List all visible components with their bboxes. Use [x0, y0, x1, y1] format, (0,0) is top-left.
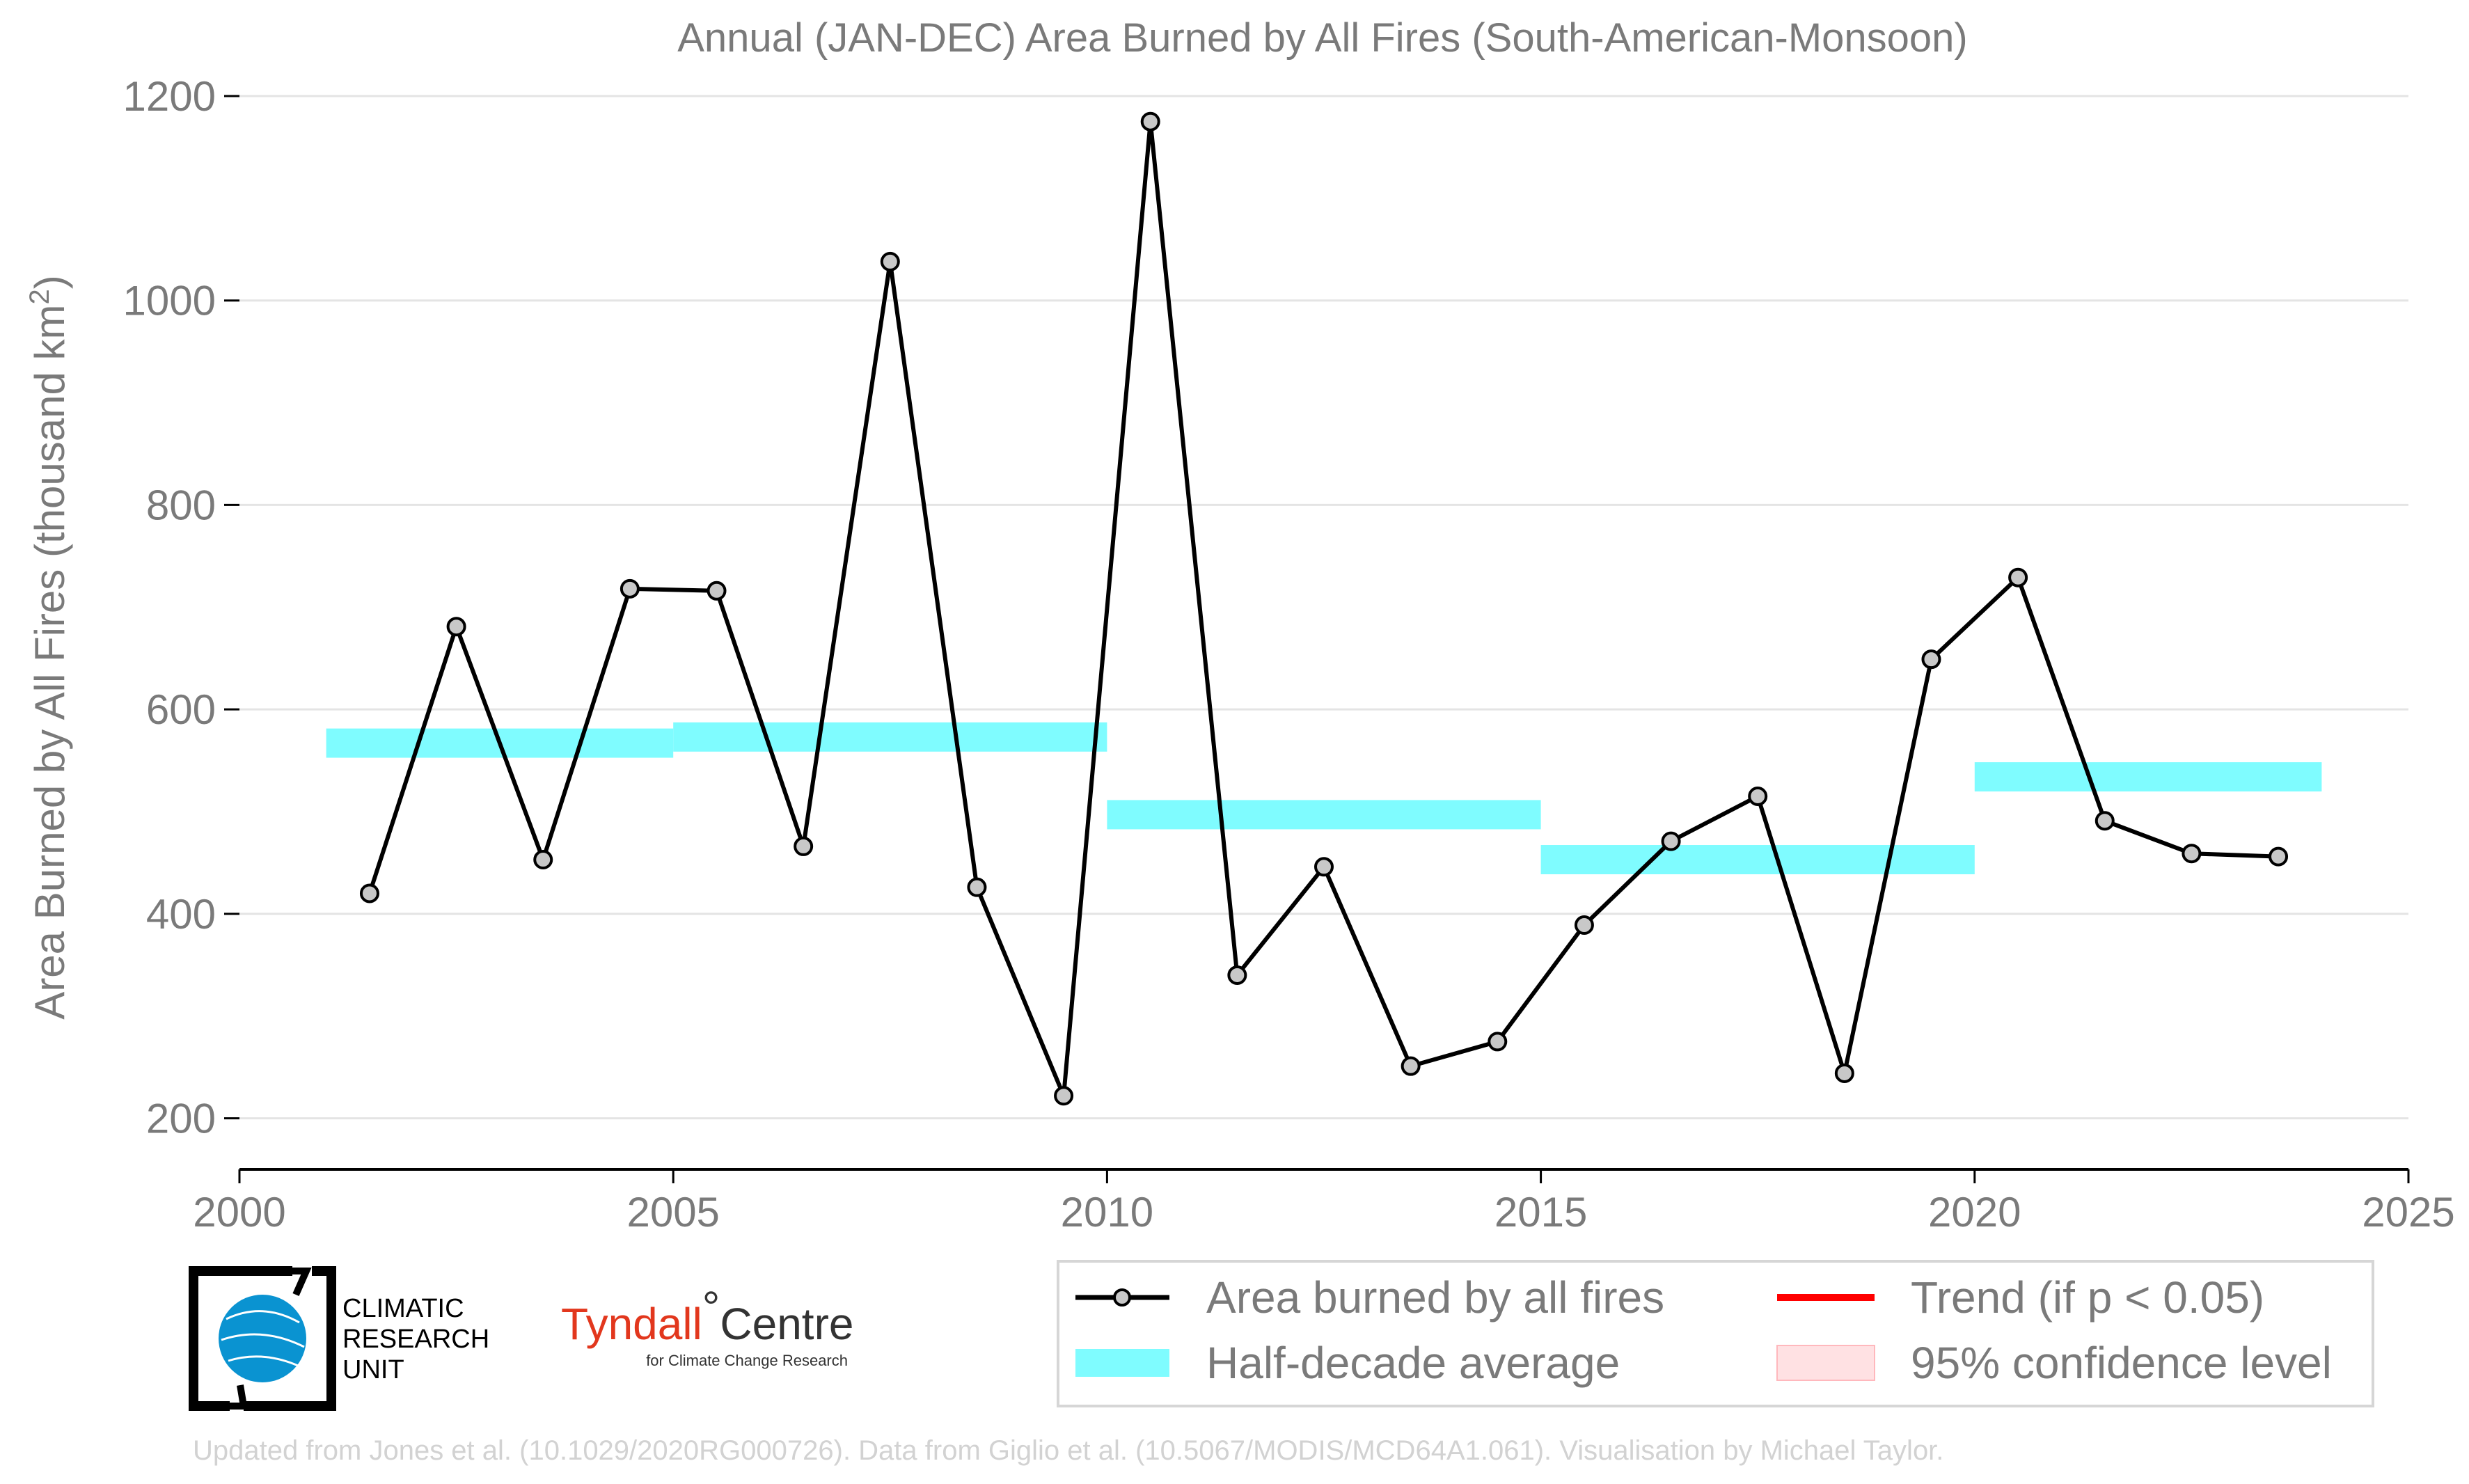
data-point-2016.5	[1661, 831, 1681, 851]
data-point-2010.5	[1140, 111, 1160, 132]
cru-text-line2: RESEARCH	[342, 1325, 489, 1354]
legend: Area burned by all fires Trend (if p < 0…	[1057, 1260, 2374, 1407]
y-axis-label-main: Area Burned by All Fires (thousand km	[26, 305, 73, 1020]
data-point-2020.5	[2008, 567, 2028, 587]
tyndall-centre: Centre	[720, 1299, 853, 1349]
legend-label-trend: Trend (if p < 0.05)	[1911, 1272, 2264, 1323]
data-point-2012.5	[1314, 857, 1334, 877]
legend-label-confidence: 95% confidence level	[1911, 1338, 2332, 1388]
data-point-2014.5	[1488, 1032, 1508, 1052]
half-decade-bar-4	[1974, 762, 2322, 792]
data-point-2001.5	[359, 883, 379, 903]
chart-title: Annual (JAN-DEC) Area Burned by All Fire…	[677, 15, 1968, 61]
cru-logo-notch-bottom	[230, 1384, 248, 1410]
xtick-label-2005: 2005	[626, 1189, 719, 1236]
data-point-2021.5	[2095, 811, 2115, 831]
legend-marker-area-burned	[1113, 1288, 1131, 1307]
legend-label-area-burned: Area burned by all fires	[1206, 1272, 1664, 1323]
data-point-2009.5	[1054, 1086, 1074, 1106]
xtick-label-2015: 2015	[1494, 1189, 1587, 1236]
cru-logo: CLIMATIC RESEARCH UNIT	[189, 1266, 489, 1411]
data-point-2023.5	[2269, 846, 2289, 867]
data-point-2015.5	[1574, 915, 1594, 936]
series-line-0	[368, 119, 2279, 1098]
data-point-2011.5	[1227, 965, 1247, 985]
legend-swatch-confidence	[1776, 1345, 1875, 1381]
ytick-label-600: 600	[146, 686, 216, 733]
y-axis-label-superscript: 2	[24, 289, 55, 304]
legend-swatch-half-decade	[1075, 1349, 1169, 1377]
data-point-2003.5	[533, 850, 553, 870]
data-point-2019.5	[1921, 649, 1941, 670]
data-point-2006.5	[794, 836, 814, 856]
data-point-2007.5	[880, 251, 900, 271]
xtick-label-2010: 2010	[1061, 1189, 1153, 1236]
ytick-label-1200: 1200	[123, 73, 216, 120]
globe-line-2	[221, 1333, 305, 1348]
ytick-label-400: 400	[146, 891, 216, 938]
tyndall-logo: Tyndall°Centre for Climate Change Resear…	[561, 1282, 853, 1369]
ytick-label-800: 800	[146, 482, 216, 528]
y-axis-ticks: 200 400 600 800 1000 1200	[123, 73, 239, 1142]
tyndall-main: Tyndall	[561, 1299, 702, 1349]
half-decade-bar-2	[1107, 800, 1541, 830]
x-axis: 2000 2005 2010 2015 2020 2025	[193, 1168, 2455, 1236]
xtick-label-2000: 2000	[193, 1189, 285, 1236]
ytick-label-200: 200	[146, 1096, 216, 1142]
data-point-2002.5	[446, 617, 466, 637]
globe-line-3	[228, 1355, 299, 1367]
data-series	[359, 111, 2289, 1106]
cru-logo-notch-top	[292, 1268, 312, 1297]
data-point-2017.5	[1748, 786, 1768, 806]
cru-text-line3: UNIT	[342, 1355, 404, 1384]
tyndall-subtitle: for Climate Change Research	[646, 1352, 848, 1369]
half-decade-bar-3	[1540, 845, 1975, 875]
xtick-label-2025: 2025	[2362, 1189, 2454, 1236]
half-decade-bar-1	[673, 722, 1107, 752]
legend-label-half-decade: Half-decade average	[1206, 1338, 1620, 1388]
data-point-2008.5	[967, 877, 987, 897]
globe-icon	[219, 1295, 306, 1382]
y-axis-label: Area Burned by All Fires (thousand km2)	[24, 275, 73, 1019]
tyndall-wordmark: Tyndall°Centre	[561, 1282, 853, 1349]
data-point-2005.5	[707, 581, 727, 601]
half-decade-bands	[326, 722, 2322, 875]
legend-frame	[1057, 1260, 2374, 1407]
data-point-2022.5	[2182, 844, 2202, 864]
xtick-label-2020: 2020	[1928, 1189, 2021, 1236]
gridlines	[239, 95, 2408, 1120]
cru-logo-bracket-left	[189, 1266, 292, 1411]
data-point-2018.5	[1834, 1063, 1854, 1083]
footer-credits: Updated from Jones et al. (10.1029/2020R…	[193, 1435, 1943, 1466]
data-point-2013.5	[1401, 1056, 1421, 1076]
ytick-label-1000: 1000	[123, 278, 216, 324]
cru-text-line1: CLIMATIC	[342, 1294, 464, 1323]
data-point-2004.5	[620, 578, 640, 599]
cru-logo-bracket-right	[244, 1266, 336, 1411]
tyndall-degree: °	[702, 1282, 720, 1332]
y-axis-label-end: )	[26, 275, 73, 289]
globe-line-1	[226, 1310, 300, 1324]
